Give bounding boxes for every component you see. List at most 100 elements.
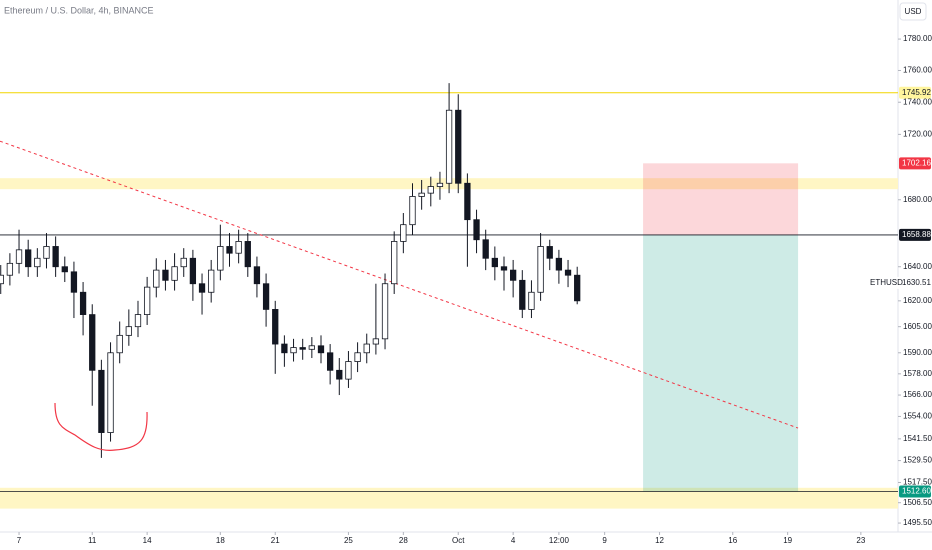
- y-tick-label: 1495.50: [903, 518, 932, 527]
- candle-body: [409, 196, 416, 226]
- y-tick-label: 1554.00: [903, 412, 932, 421]
- y-tick-label: 1740.00: [903, 97, 932, 106]
- candle-body: [528, 291, 535, 310]
- candle-body: [546, 246, 553, 259]
- candle-body: [299, 347, 306, 350]
- candle-body: [519, 279, 526, 310]
- target-tag: [899, 485, 931, 498]
- x-tick-label: 11: [88, 536, 97, 545]
- y-tick-label: 1566.00: [903, 390, 932, 399]
- x-tick-label: 28: [399, 536, 408, 545]
- candle-body: [281, 343, 288, 354]
- candle-body: [198, 283, 206, 293]
- stop-tag-label: 1702.16: [902, 158, 931, 167]
- y-tick-label: 1529.50: [903, 456, 932, 465]
- candle-body: [482, 239, 489, 259]
- candle-body: [381, 283, 389, 340]
- candle-body: [235, 241, 242, 254]
- x-tick-label: 18: [216, 536, 225, 545]
- y-tick-label: 1720.00: [903, 129, 932, 138]
- candle-body: [116, 334, 123, 354]
- y-tick-label: 1578.00: [903, 369, 932, 378]
- candle-body: [43, 246, 50, 259]
- last-price-tag: [866, 276, 932, 289]
- candle-body: [455, 109, 462, 184]
- candle-body: [79, 291, 87, 315]
- candles: [0, 83, 581, 458]
- candle-body: [262, 283, 270, 310]
- candle-body: [125, 326, 132, 336]
- last-price-label: 1630.51: [902, 278, 931, 287]
- candle-body: [208, 269, 215, 293]
- currency-label[interactable]: USD: [905, 7, 922, 16]
- candle-body: [326, 352, 334, 371]
- candle-body: [537, 246, 544, 293]
- x-tick-label: 12:00: [549, 536, 570, 545]
- candle-body: [6, 262, 14, 276]
- price-line-tag-label: 1745.92: [902, 88, 931, 97]
- candle-body: [89, 314, 96, 371]
- candle-body: [473, 219, 480, 241]
- candle-body: [436, 182, 444, 187]
- hand-drawn-curve: [54, 402, 148, 451]
- candle-body: [253, 266, 261, 285]
- stop-zone: [643, 163, 799, 235]
- candle-body: [345, 361, 352, 380]
- candle-body: [308, 345, 315, 350]
- x-tick-label: 14: [143, 536, 152, 545]
- y-tick-label: 1640.00: [903, 262, 932, 271]
- y-tick-label: 1760.00: [903, 66, 932, 75]
- candle-body: [61, 266, 68, 273]
- candle-body: [391, 241, 398, 285]
- entry-tag-label: 1658.88: [902, 230, 931, 239]
- candle-body: [153, 269, 160, 288]
- candle-body: [354, 352, 361, 362]
- y-tick-label: 1605.00: [903, 322, 932, 331]
- candle-body: [226, 246, 233, 254]
- candle-body: [290, 347, 297, 354]
- candle-body: [98, 369, 105, 433]
- candle-body: [171, 266, 178, 281]
- price-line-tag: [899, 86, 931, 99]
- target-zone: [643, 234, 799, 492]
- x-tick-label: 16: [728, 536, 737, 545]
- candle-body: [107, 352, 114, 433]
- x-tick-label: 4: [511, 536, 516, 545]
- x-tick-label: 23: [856, 536, 865, 545]
- candle-body: [555, 257, 563, 271]
- candle-body: [336, 369, 343, 380]
- candle-body: [272, 309, 279, 345]
- candle-body: [162, 269, 169, 281]
- candle-body: [564, 269, 572, 276]
- x-tick-label: 19: [783, 536, 792, 545]
- candle-body: [189, 257, 197, 285]
- y-tick-label: 1506.50: [903, 498, 932, 507]
- symbol-label: ETHUSD: [870, 278, 903, 287]
- candle-body: [445, 109, 453, 184]
- foreground-layer: 1745.92 1702.16 1658.88 1512.60 ETHUSD 1630.5…: [866, 86, 932, 498]
- candle-body: [491, 257, 498, 268]
- candle-body: [317, 345, 325, 354]
- candle-body: [180, 257, 187, 268]
- chart-title: Ethereum / U.S. Dollar, 4h, BINANCE: [4, 5, 154, 15]
- candle-body: [217, 246, 224, 271]
- candle-body: [52, 246, 59, 268]
- candle-body: [500, 266, 508, 271]
- candle-body: [372, 338, 380, 345]
- candle-body: [25, 249, 32, 268]
- y-tick-label: 1517.50: [903, 478, 932, 487]
- currency-button[interactable]: [899, 2, 927, 21]
- x-tick-label: 12: [655, 536, 664, 545]
- candle-body: [574, 274, 581, 302]
- x-tick-label: 7: [17, 536, 22, 545]
- x-tick-label: 9: [602, 536, 607, 545]
- candle-body: [427, 186, 434, 194]
- candle-body: [34, 257, 41, 268]
- stop-tag: [899, 157, 931, 170]
- x-tick-label: 21: [271, 536, 280, 545]
- candle-body: [0, 274, 4, 285]
- y-tick-label: 1780.00: [903, 34, 932, 43]
- candle-body: [15, 249, 23, 264]
- entry-tag: [899, 228, 931, 241]
